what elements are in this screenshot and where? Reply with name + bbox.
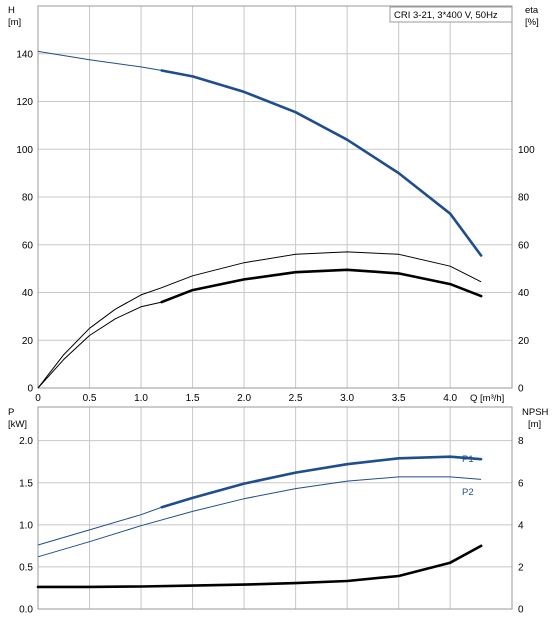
- chart-title: CRI 3-21, 3*400 V, 50Hz: [394, 10, 498, 21]
- grid-layer: [37, 6, 512, 610]
- power-axis-unit: [kW]: [8, 419, 27, 430]
- p2-curve-label: P2: [462, 487, 474, 498]
- series-line: [37, 269, 482, 389]
- y-left-tick-label: 1.5: [19, 478, 33, 489]
- head-axis-unit: [m]: [8, 17, 21, 28]
- efficiency-axis-label: eta: [525, 5, 539, 16]
- y-left-tick-label: 140: [16, 49, 33, 60]
- series-line: [37, 476, 482, 558]
- power-axis-label: P: [8, 407, 14, 418]
- x-tick-label: 1.0: [134, 393, 148, 404]
- x-tick-label: 3.0: [340, 393, 354, 404]
- y-left-tick-label: 60: [22, 240, 34, 251]
- series-line-duty-range: [160, 268, 483, 304]
- y-left-tick-label: 0: [27, 384, 33, 395]
- y-left-tick-label: 2.0: [19, 436, 33, 447]
- series-line: [37, 251, 482, 389]
- plot-frame: [37, 5, 513, 389]
- y-right-tick-label: 8: [518, 436, 524, 447]
- curve-layer: [36, 50, 483, 589]
- y-right-tick-label: 60: [518, 240, 530, 251]
- y-left-tick-label: 0.5: [19, 562, 33, 573]
- efficiency-axis-unit: [%]: [525, 17, 539, 28]
- y-left-tick-label: 80: [22, 193, 34, 204]
- y-left-tick-label: 20: [22, 336, 34, 347]
- x-tick-label: 3.5: [392, 393, 406, 404]
- y-left-tick-label: 120: [16, 97, 33, 108]
- series-line-duty-range: [160, 455, 483, 509]
- x-tick-label: 0: [35, 393, 41, 404]
- y-left-tick-label: 0.0: [19, 605, 33, 616]
- series-line-duty-range: [160, 69, 483, 257]
- flow-axis-label: Q [m³/h]: [470, 393, 504, 404]
- y-left-tick-label: 1.0: [19, 520, 33, 531]
- x-tick-label: 1.5: [186, 393, 200, 404]
- y-right-tick-label: 4: [518, 520, 524, 531]
- y-right-tick-label: 2: [518, 562, 524, 573]
- y-right-tick-label: 6: [518, 478, 524, 489]
- y-left-tick-label: 100: [16, 145, 33, 156]
- y-right-tick-label: 20: [518, 336, 530, 347]
- series-line: [38, 545, 482, 588]
- y-right-tick-label: 40: [518, 288, 530, 299]
- x-tick-label: 2.0: [237, 393, 251, 404]
- y-right-tick-label: 0: [518, 384, 524, 395]
- x-tick-label: 4.0: [443, 393, 457, 404]
- y-left-tick-label: 40: [22, 288, 34, 299]
- series-line: [37, 456, 482, 546]
- x-tick-label: 0.5: [83, 393, 97, 404]
- series-line: [37, 50, 482, 256]
- plot-frame: [37, 406, 513, 610]
- head-axis-label: H: [8, 5, 15, 16]
- title-box: [389, 6, 513, 23]
- series-line-duty-range: [36, 544, 483, 589]
- y-right-tick-label: 80: [518, 193, 530, 204]
- y-right-tick-label: 100: [518, 145, 535, 156]
- p1-curve-label: P1: [462, 454, 474, 465]
- y-right-tick-label: 0: [518, 605, 524, 616]
- npsh-axis-unit: [m]: [528, 419, 541, 430]
- npsh-axis-label: NPSH: [522, 407, 549, 418]
- x-tick-label: 2.5: [289, 393, 303, 404]
- frame-layer: [37, 5, 513, 610]
